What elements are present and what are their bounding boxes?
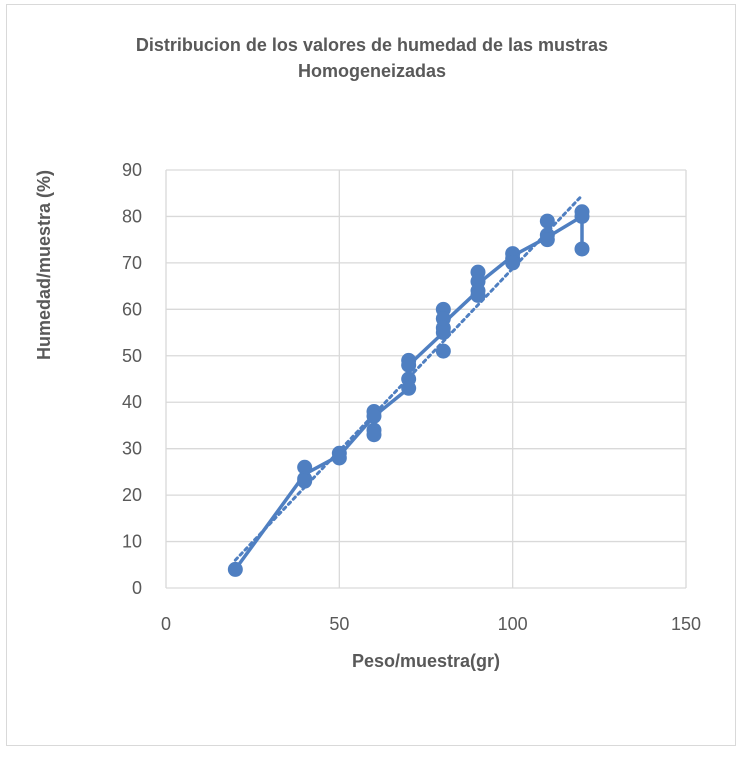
data-point: [331, 450, 347, 466]
x-tick-label: 150: [671, 614, 701, 634]
chart-title-line-2: Homogeneizadas: [297, 61, 447, 81]
y-tick-label: 60: [122, 299, 142, 319]
x-tick-label: 100: [498, 614, 528, 634]
data-point: [297, 473, 313, 489]
chart-title-line-1: Distribucion de los valores de humedad d…: [135, 35, 609, 55]
y-tick-label: 90: [122, 160, 142, 180]
y-tick-labels: 0 10 20 30 40 50 60 70 80 90: [122, 160, 142, 598]
data-point: [505, 255, 521, 271]
data-point: [539, 232, 555, 248]
y-tick-label: 70: [122, 253, 142, 273]
x-tick-labels: 0 50 100 150: [161, 614, 701, 634]
chart-frame: [6, 4, 736, 746]
data-point: [574, 241, 590, 257]
data-point: [470, 287, 486, 303]
data-point: [401, 380, 417, 396]
y-tick-label: 80: [122, 206, 142, 226]
x-tick-label: 0: [161, 614, 171, 634]
data-point: [539, 213, 555, 229]
data-point: [297, 459, 313, 475]
y-tick-label: 20: [122, 485, 142, 505]
data-point: [227, 561, 243, 577]
data-point: [366, 427, 382, 443]
data-point: [435, 325, 451, 341]
y-tick-label: 40: [122, 392, 142, 412]
chart-title: Distribucion de los valores de humedad d…: [0, 32, 744, 84]
data-point: [574, 208, 590, 224]
x-tick-label: 50: [329, 614, 349, 634]
y-tick-label: 30: [122, 439, 142, 459]
data-point: [401, 357, 417, 373]
data-points: [227, 204, 590, 577]
data-point: [435, 343, 451, 359]
y-tick-label: 10: [122, 532, 142, 552]
gridlines: [165, 169, 687, 589]
x-axis-title: Peso/muestra(gr): [352, 651, 500, 671]
y-axis-title: Humedad/muestra (%): [34, 170, 54, 360]
y-tick-label: 50: [122, 346, 142, 366]
y-tick-label: 0: [132, 578, 142, 598]
data-point: [366, 408, 382, 424]
